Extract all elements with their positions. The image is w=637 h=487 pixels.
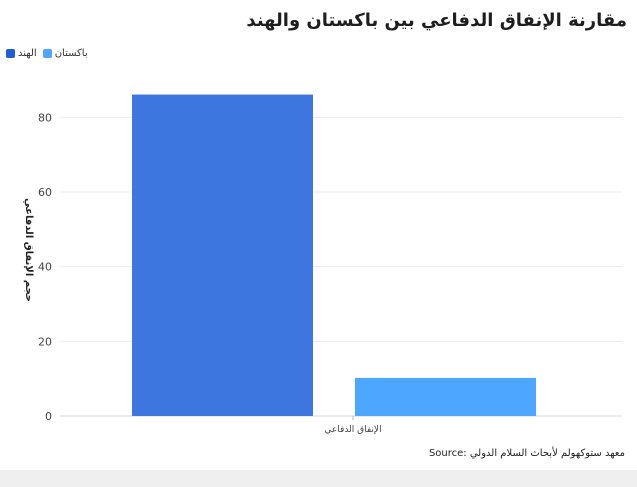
bar-pakistan [355,377,536,416]
y-tick-label: 0 [45,410,52,423]
y-tick-label: 80 [38,111,52,124]
y-tick-label: 60 [38,186,52,199]
chart-plot: 0 20 40 60 80 الإنفاق الدفاعي حجم الإنفاق الدف… [23,94,622,435]
source-note: معهد ستوكهولم لأبحاث السلام الدولي :Sour… [428,448,625,459]
chart-legend: الهند باكستان [6,48,94,59]
legend-label-pakistan: باكستان [54,48,88,59]
y-tick-label: 40 [38,261,52,274]
legend-item-india[interactable]: الهند [6,48,37,59]
y-axis-label: حجم الإنفاق الدفاعي [23,198,34,302]
legend-item-pakistan[interactable]: باكستان [42,48,88,59]
y-tick-label: 20 [38,335,52,348]
legend-label-india: الهند [18,48,37,59]
x-tick-label: الإنفاق الدفاعي [324,425,381,435]
legend-swatch-pakistan [42,49,52,58]
bar-india [132,94,313,416]
chart-title: مقارنة الإنفاق الدفاعي بين باكستان والهن… [246,10,627,31]
chart-card: مقارنة الإنفاق الدفاعي بين باكستان والهن… [0,0,637,470]
legend-swatch-india [6,49,15,58]
